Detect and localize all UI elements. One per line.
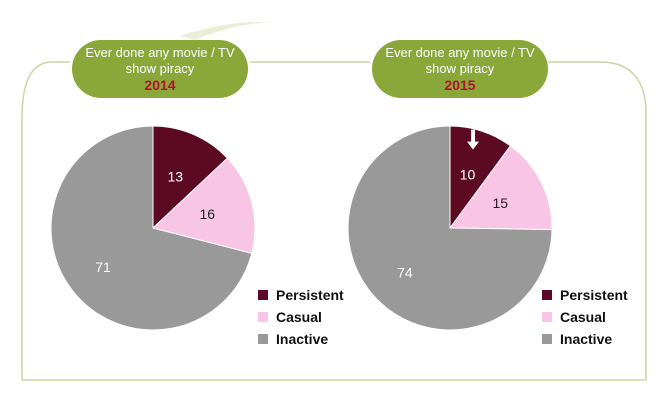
legend-2015: Persistent Casual Inactive bbox=[542, 284, 628, 350]
legend-item-persistent: Persistent bbox=[542, 284, 628, 306]
down-arrow-icon bbox=[467, 129, 480, 150]
legend-item-inactive: Inactive bbox=[258, 328, 344, 350]
frame-outline bbox=[21, 61, 647, 381]
legend-item-inactive: Inactive bbox=[542, 328, 628, 350]
data-label-persistent: 10 bbox=[460, 167, 476, 183]
header-year: 2015 bbox=[444, 77, 476, 93]
legend-item-casual: Casual bbox=[258, 306, 344, 328]
header-2014: Ever done any movie / TV show piracy 201… bbox=[72, 40, 248, 98]
pie-slice-casual bbox=[151, 157, 256, 254]
legend-item-casual: Casual bbox=[542, 306, 628, 328]
header-year: 2014 bbox=[144, 77, 176, 93]
pie-slice-inactive bbox=[347, 125, 553, 331]
data-label-inactive: 74 bbox=[397, 264, 413, 280]
header-title: Ever done any movie / TV show piracy bbox=[85, 45, 235, 76]
data-label-casual: 15 bbox=[493, 195, 509, 211]
pie-slice-inactive bbox=[50, 125, 253, 331]
header-2015: Ever done any movie / TV show piracy 201… bbox=[372, 40, 548, 98]
data-label-casual: 16 bbox=[200, 206, 216, 222]
legend-2014: Persistent Casual Inactive bbox=[258, 284, 344, 350]
data-label-inactive: 71 bbox=[95, 259, 111, 275]
decorative-swoosh bbox=[180, 21, 272, 40]
pie-2014: 13 16 71 bbox=[50, 125, 256, 331]
data-label-persistent: 13 bbox=[168, 169, 184, 185]
header-title: Ever done any movie / TV show piracy bbox=[385, 45, 535, 76]
legend-item-persistent: Persistent bbox=[258, 284, 344, 306]
pie-slice-casual bbox=[449, 145, 553, 231]
pie-2015: 10 15 74 bbox=[347, 125, 553, 331]
pie-slice-persistent bbox=[152, 125, 229, 230]
